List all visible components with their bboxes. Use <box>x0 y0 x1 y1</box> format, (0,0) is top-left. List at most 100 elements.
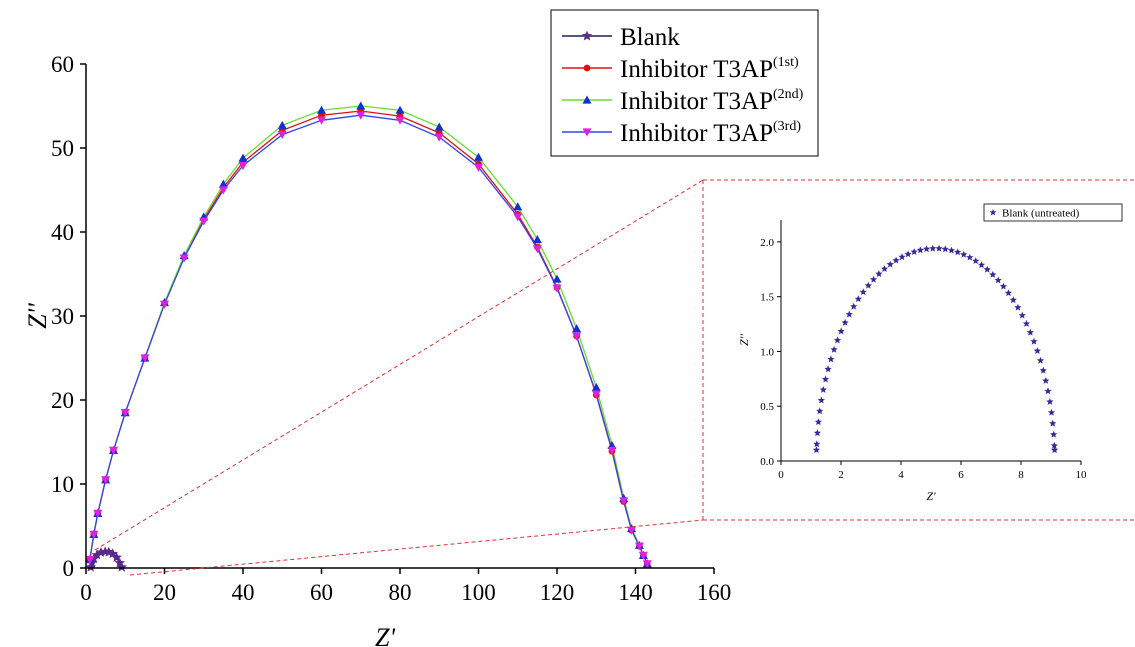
main-x-axis-label: Z' <box>375 623 395 647</box>
main-data-point <box>619 497 629 506</box>
inset-legend-box <box>983 203 1123 222</box>
inset-data-point <box>954 248 962 256</box>
inset-data-point <box>994 276 1002 284</box>
inset-y-tick-label: 1.0 <box>760 346 774 358</box>
main-data-point <box>317 105 326 114</box>
inset-x-tick-label: 2 <box>838 469 844 481</box>
inset-data-point <box>1046 398 1054 405</box>
inset-data-point <box>972 257 980 265</box>
inset-y-axis-label: Z'' <box>737 334 751 346</box>
inset-data-point <box>983 265 991 273</box>
legend-label: Inhibitor T3AP(1st) <box>620 55 799 83</box>
inset-data-point <box>1044 387 1052 395</box>
main-nyquist-chart: 0 20 40 60 80 100 120 140 160 0 10 20 30 40 50 60 Z' Z'… <box>23 52 731 647</box>
main-series-3 <box>89 114 648 565</box>
legend-swatch-marker <box>582 95 592 104</box>
inset-data-point <box>824 365 832 373</box>
zoom-connector-upper <box>94 179 704 551</box>
inset-data-point <box>859 288 867 296</box>
inset-data-point <box>1047 408 1056 416</box>
main-y-tick-label: 50 <box>51 136 74 161</box>
main-x-tick-label: 80 <box>389 580 412 605</box>
inset-data-point <box>875 270 883 278</box>
inset-data-point <box>1050 430 1058 438</box>
inset-data-point <box>830 345 838 353</box>
legend-swatch-marker <box>581 30 593 41</box>
inset-data-point <box>947 246 956 254</box>
main-x-tick-label: 100 <box>461 580 496 605</box>
main-data-point <box>607 446 617 455</box>
inset-data-point <box>854 295 862 303</box>
main-data-point <box>572 324 582 333</box>
main-series-1 <box>89 110 648 565</box>
inset-data-point <box>841 318 849 326</box>
inset-data-point <box>869 275 878 283</box>
legend-label-superscript: (3rd) <box>773 119 801 134</box>
inset-data-point <box>892 256 900 264</box>
main-series-line <box>89 114 648 565</box>
main-series-layer <box>85 101 652 572</box>
main-data-point <box>199 217 209 226</box>
main-data-point <box>238 162 248 171</box>
inset-x-tick-label: 0 <box>778 469 784 481</box>
main-data-point <box>513 202 523 211</box>
inset-y-tick-label: 1.5 <box>760 292 774 304</box>
inset-x-tick-label: 4 <box>898 469 904 481</box>
main-x-tick-label: 40 <box>232 580 255 605</box>
main-data-point <box>395 105 405 114</box>
inset-data-point <box>850 302 858 310</box>
main-data-point <box>238 153 248 162</box>
inset-data-point <box>989 270 997 278</box>
inset-legend: Blank (untreated) <box>983 203 1123 222</box>
inset-legend-label: Blank (untreated) <box>1002 208 1080 220</box>
legend-swatch-marker <box>582 128 592 137</box>
inset-ticks: 0 2 4 6 8 10 0.0 0.5 1.0 1.5 2.0 <box>760 237 1087 481</box>
main-data-point <box>532 235 542 244</box>
inset-data-point <box>1014 303 1022 311</box>
main-data-point <box>356 111 366 120</box>
inset-x-tick-label: 10 <box>1076 469 1088 481</box>
main-series-line <box>89 110 648 565</box>
inset-data-point <box>880 265 889 272</box>
legend-label: Blank <box>620 24 680 51</box>
main-data-point <box>277 130 287 140</box>
main-data-point <box>93 509 103 518</box>
main-x-tick-label: 140 <box>618 580 653 605</box>
inset-data-point <box>1042 376 1050 384</box>
inset-legend-items: Blank (untreated) <box>989 208 1080 220</box>
inset-data-point <box>833 336 842 344</box>
inset-data-point <box>977 261 986 269</box>
inset-data-point <box>1039 366 1047 374</box>
inset-data-point <box>845 310 853 318</box>
inset-data-point <box>1033 347 1041 354</box>
inset-data-point <box>941 245 949 253</box>
inset-data-point <box>922 245 931 253</box>
main-data-point <box>627 526 637 535</box>
inset-data-point <box>999 282 1008 290</box>
inset-data-point <box>1018 311 1026 319</box>
inset-data-point <box>1050 441 1058 449</box>
inset-data-point <box>819 385 827 393</box>
inset-data-point <box>814 418 823 426</box>
main-data-point <box>85 556 95 565</box>
inset-data-point <box>904 250 912 258</box>
main-x-tick-label: 120 <box>540 580 575 605</box>
main-data-point <box>434 122 444 131</box>
zoom-connector-lower <box>129 519 704 576</box>
main-data-point <box>317 116 326 125</box>
main-data-point <box>474 163 483 172</box>
main-data-point <box>85 561 96 572</box>
main-data-point <box>116 561 127 572</box>
inset-data-point <box>1049 419 1057 427</box>
main-x-tick-label: 160 <box>697 580 732 605</box>
main-series-2 <box>89 105 648 565</box>
main-data-point <box>101 476 111 485</box>
main-data-point <box>89 530 99 539</box>
inset-data-point <box>1036 356 1045 364</box>
inset-data-point <box>1009 296 1017 304</box>
inset-data-point <box>1050 446 1059 454</box>
inset-data-point <box>966 253 974 261</box>
main-series-line <box>89 105 648 565</box>
main-data-point <box>591 390 601 399</box>
inset-x-tick-label: 6 <box>958 469 964 481</box>
